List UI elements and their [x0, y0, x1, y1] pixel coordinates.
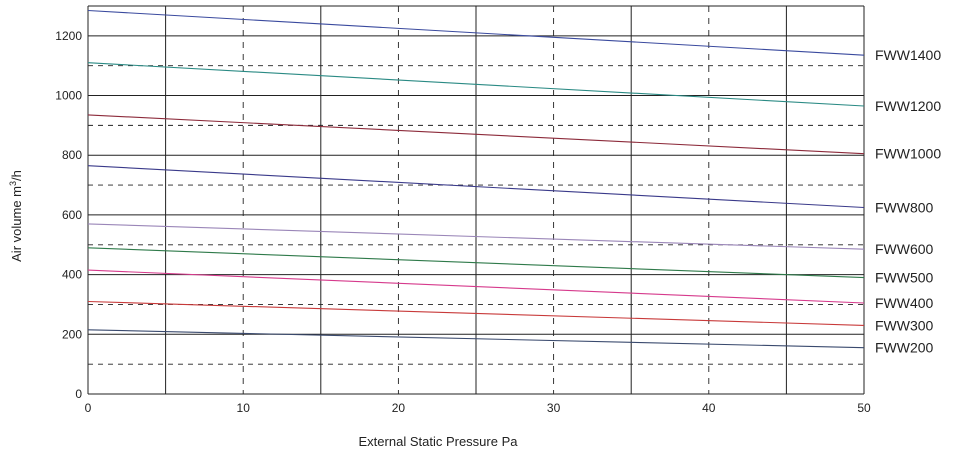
- series-lines: [87, 9, 865, 349]
- y-tick-label: 400: [62, 268, 82, 282]
- tick-labels: 0 10 20 30 40 50 0 200 400 600 800 1000 1200: [55, 29, 871, 415]
- series-labels: FWW1400 FWW1200 FWW1000 FWW800 FWW600 FWW500 F…: [875, 47, 941, 355]
- y-tick-label: 1200: [55, 29, 82, 43]
- x-tick-label: 10: [237, 401, 251, 415]
- x-tick-label: 50: [857, 401, 871, 415]
- series-line-fww1000: [87, 114, 865, 155]
- y-tick-label: 0: [75, 387, 82, 401]
- x-tick-label: 0: [85, 401, 92, 415]
- series-line-fww600: [87, 223, 865, 250]
- series-label-fww1200: FWW1200: [875, 98, 941, 114]
- y-axis-title-main: Air volume m: [9, 186, 24, 262]
- series-label-fww300: FWW300: [875, 317, 934, 333]
- series-line-fww200: [87, 329, 865, 349]
- x-tick-label: 40: [702, 401, 716, 415]
- grid: [87, 5, 865, 395]
- series-label-fww1400: FWW1400: [875, 47, 941, 63]
- x-axis-title: External Static Pressure Pa: [359, 434, 519, 449]
- y-axis-title: Air volume m3/h: [8, 170, 24, 262]
- series-label-fww400: FWW400: [875, 295, 934, 311]
- series-line-fww500: [87, 247, 865, 279]
- x-tick-label: 20: [392, 401, 406, 415]
- y-axis-title-tail: /h: [9, 170, 24, 181]
- y-tick-label: 1000: [55, 89, 82, 103]
- y-axis-title-superscript: 3: [8, 181, 18, 186]
- series-line-fww1200: [87, 62, 865, 107]
- series-line-fww300: [87, 300, 865, 326]
- x-tick-label: 30: [547, 401, 561, 415]
- series-label-fww600: FWW600: [875, 241, 934, 257]
- series-label-fww200: FWW200: [875, 340, 934, 356]
- y-tick-label: 200: [62, 327, 82, 341]
- series-label-fww1000: FWW1000: [875, 146, 941, 162]
- y-tick-label: 600: [62, 208, 82, 222]
- series-label-fww800: FWW800: [875, 199, 934, 215]
- series-line-fww800: [87, 165, 865, 209]
- y-tick-label: 800: [62, 148, 82, 162]
- series-line-fww1400: [87, 9, 865, 56]
- series-line-fww400: [87, 269, 865, 304]
- series-label-fww500: FWW500: [875, 270, 934, 286]
